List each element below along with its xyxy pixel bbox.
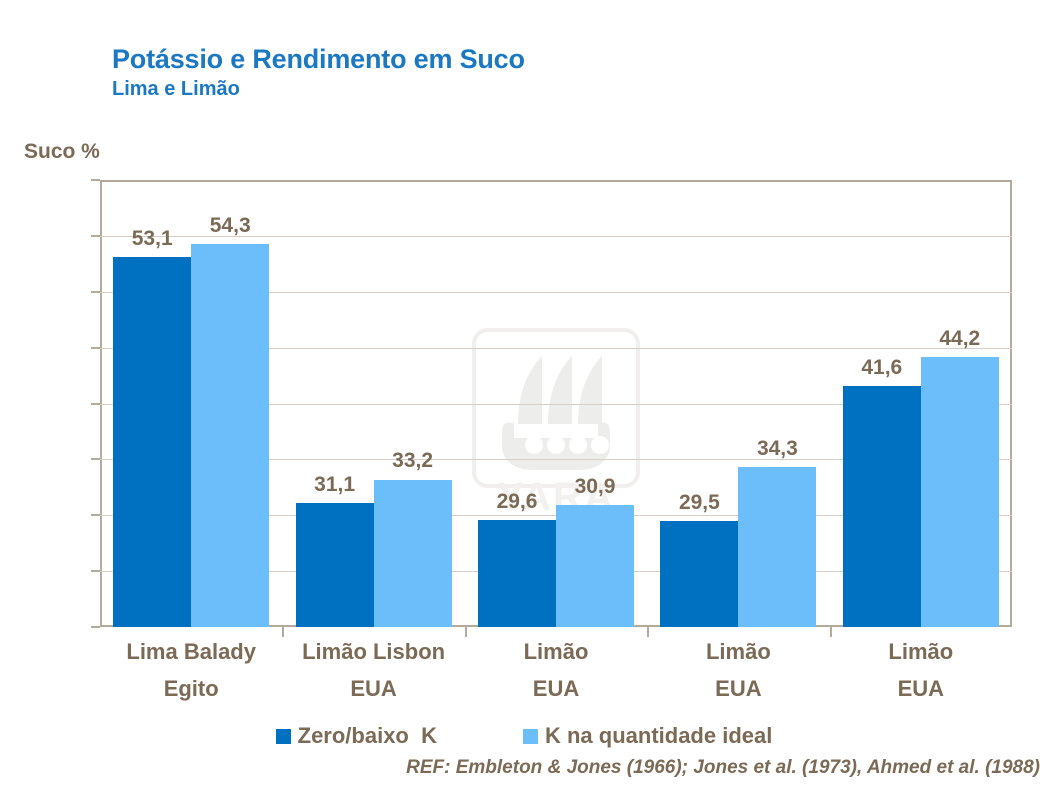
- legend: Zero/baixo K K na quantidade ideal: [0, 723, 1048, 749]
- bar[interactable]: [113, 257, 192, 627]
- plot-area: YARA 202530354045505560 53,154,331,133,2…: [91, 179, 1012, 637]
- bar[interactable]: [738, 467, 817, 627]
- legend-label: K na quantidade ideal: [544, 723, 773, 748]
- bar[interactable]: [920, 356, 999, 627]
- bar[interactable]: [660, 520, 739, 627]
- y-tick-mark: [91, 570, 100, 573]
- bar-group: 31,1 33,2: [295, 180, 452, 627]
- bar-value-label: 53,1: [131, 227, 173, 251]
- category-label: Limão Lisbon EUA: [283, 639, 465, 702]
- x-tick-mark: [647, 627, 650, 637]
- gridline: [100, 235, 1012, 237]
- gridline: [100, 459, 1012, 461]
- bar[interactable]: [373, 479, 452, 627]
- y-tick-mark: [91, 514, 100, 517]
- category-country: EUA: [715, 676, 762, 702]
- legend-item[interactable]: Zero/baixo K: [275, 723, 437, 749]
- legend-label: Zero/baixo K: [297, 723, 437, 748]
- bar[interactable]: [191, 243, 270, 627]
- bar[interactable]: [842, 385, 921, 627]
- y-tick-mark: [91, 626, 100, 628]
- legend-item[interactable]: K na quantidade ideal: [522, 723, 773, 749]
- reference-note: REF: Embleton & Jones (1966); Jones et a…: [406, 757, 1040, 778]
- bar-group: 53,1 54,3: [113, 180, 270, 627]
- x-tick-mark: [829, 627, 832, 637]
- category-country: Egito: [163, 676, 219, 702]
- bar[interactable]: [295, 502, 374, 627]
- bar-group: 29,6 30,9: [478, 180, 634, 627]
- bar-value-label: 31,1: [314, 472, 356, 496]
- category-country: EUA: [897, 676, 945, 702]
- y-tick-mark: [91, 234, 100, 237]
- bar-value-label: 30,9: [574, 475, 616, 499]
- bar-group: 41,6 44,2: [842, 180, 999, 627]
- legend-swatch-icon: [275, 728, 291, 744]
- y-tick-mark: [91, 346, 100, 349]
- page-title: Potássio e Rendimento em Suco: [112, 44, 525, 74]
- bar-value-label: 44,2: [939, 326, 981, 350]
- category-label: Limão EUA: [830, 639, 1012, 702]
- category-label: Limão EUA: [465, 639, 647, 702]
- category-country: EUA: [350, 676, 397, 702]
- x-axis-categories: Lima Balady Egito Limão Lisbon EUA Limão EUA L…: [100, 639, 1012, 712]
- bars-layer: 53,1 54,3 31,1 33,2 29,6 30,9 29,5 34,3 41,6 44,2: [100, 180, 1012, 627]
- y-tick-mark: [91, 458, 100, 461]
- legend-swatch-icon: [522, 728, 538, 744]
- y-axis-caption: Suco %: [24, 140, 100, 163]
- bar-value-label: 54,3: [209, 213, 251, 237]
- category-name: Limão: [888, 639, 954, 664]
- bar-value-label: 33,2: [392, 449, 434, 473]
- x-tick-mark: [282, 627, 285, 637]
- bar-value-label: 29,6: [496, 489, 538, 513]
- category-label: Lima Balady Egito: [100, 639, 282, 702]
- x-tick-mark: [464, 627, 467, 637]
- bar-value-label: 34,3: [756, 437, 798, 461]
- bar-value-label: 29,5: [678, 490, 720, 514]
- gridline: [100, 347, 1012, 349]
- bar[interactable]: [556, 505, 634, 627]
- bar[interactable]: [478, 519, 556, 627]
- bar-group: 29,5 34,3: [660, 180, 817, 627]
- y-tick-mark: [91, 402, 100, 405]
- gridline: [100, 403, 1012, 405]
- category-country: EUA: [532, 676, 580, 702]
- y-tick-mark: [91, 179, 100, 181]
- bar-value-label: 41,6: [861, 355, 903, 379]
- gridline: [100, 291, 1012, 293]
- category-name: Lima Balady: [126, 639, 256, 664]
- y-tick-mark: [91, 290, 100, 293]
- category-name: Limão: [523, 639, 589, 664]
- category-label: Limão EUA: [647, 639, 829, 702]
- page-subtitle: Lima e Limão: [112, 78, 240, 101]
- category-name: Limão: [705, 639, 771, 664]
- category-name: Limão Lisbon: [302, 639, 446, 664]
- title-block: Potássio e Rendimento em Suco Lima e Lim…: [112, 44, 812, 101]
